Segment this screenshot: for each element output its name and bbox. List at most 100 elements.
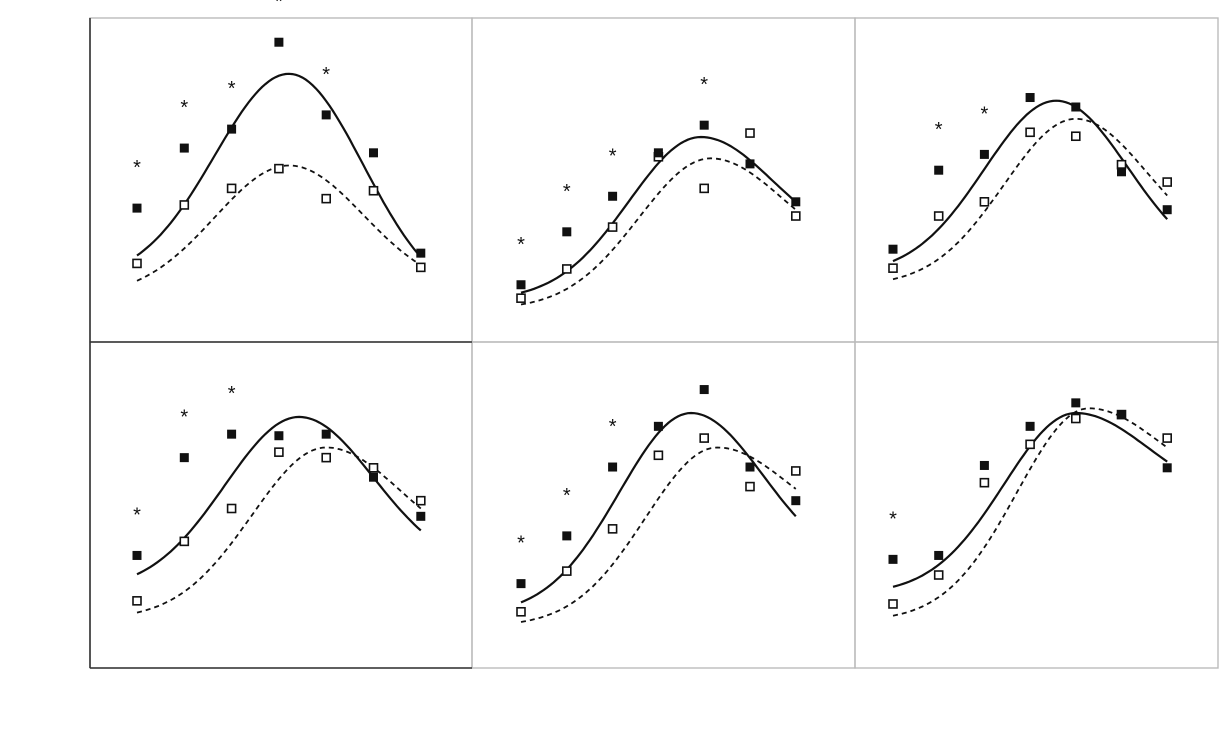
point-filled-6-33	[979, 460, 989, 470]
fit-line-filled-4	[136, 415, 422, 576]
point-open-1-33	[226, 183, 237, 194]
point-open-4-40	[274, 447, 284, 457]
point-filled-3-40	[1025, 93, 1035, 103]
point-filled-6-54	[1117, 410, 1126, 420]
significance-star-4-33: *	[228, 383, 236, 405]
point-filled-6-47	[1071, 398, 1081, 408]
point-filled-5-54	[745, 462, 755, 472]
point-filled-5-47	[699, 385, 709, 395]
point-filled-4-61	[416, 511, 426, 521]
panel-4: * * *	[132, 383, 426, 614]
significance-star-6-19: *	[889, 508, 897, 530]
significance-star-2-26: *	[563, 181, 571, 203]
point-open-5-26	[561, 566, 572, 576]
point-open-3-47	[1071, 131, 1081, 142]
point-filled-2-33	[608, 191, 618, 201]
point-filled-5-61	[791, 496, 801, 506]
point-open-4-26	[179, 536, 190, 547]
point-open-5-47	[699, 433, 710, 443]
fit-line-open-1	[136, 164, 422, 282]
point-filled-1-26	[179, 143, 189, 153]
point-filled-2-47	[699, 120, 709, 130]
point-filled-3-26	[934, 165, 944, 175]
significance-star-1-26: *	[180, 97, 188, 119]
significance-star-1-47: *	[322, 64, 330, 86]
point-open-3-40	[1025, 127, 1035, 138]
fit-line-open-3	[892, 117, 1168, 281]
significance-star-2-33: *	[609, 145, 617, 167]
point-filled-4-40	[274, 431, 284, 441]
significance-star-5-33: *	[609, 416, 617, 438]
point-open-3-61	[1162, 177, 1172, 187]
significance-star-5-26: *	[563, 485, 571, 507]
point-open-1-40	[274, 163, 284, 174]
significance-star-2-47: *	[700, 74, 708, 96]
point-filled-2-26	[562, 227, 572, 237]
point-open-6-47	[1071, 413, 1081, 424]
fit-line-filled-6	[892, 411, 1168, 588]
point-filled-5-40	[653, 421, 663, 431]
point-filled-1-33	[227, 124, 237, 134]
significance-star-3-33: *	[981, 103, 989, 125]
point-filled-4-54	[369, 472, 378, 482]
point-filled-6-40	[1025, 421, 1035, 431]
point-open-2-47	[699, 183, 710, 194]
point-filled-4-26	[179, 453, 189, 463]
significance-star-3-26: *	[935, 119, 943, 141]
point-open-4-19	[132, 596, 142, 606]
point-filled-3-47	[1071, 102, 1081, 112]
point-filled-4-47	[321, 429, 331, 439]
significance-star-2-19: *	[517, 234, 525, 256]
panel-frame-4	[89, 341, 473, 669]
point-open-2-54	[745, 128, 755, 138]
point-filled-6-26	[934, 550, 944, 560]
point-open-6-40	[1025, 439, 1035, 450]
point-open-4-47	[321, 452, 332, 463]
point-open-1-19	[132, 258, 142, 269]
point-filled-1-19	[132, 203, 142, 213]
point-open-2-19	[516, 293, 526, 303]
point-filled-1-54	[369, 148, 378, 158]
fit-line-filled-3	[892, 99, 1169, 263]
point-open-5-61	[790, 466, 801, 476]
point-filled-1-61	[416, 248, 426, 258]
significance-star-1-33: *	[228, 78, 236, 100]
panel-6: *	[888, 398, 1172, 617]
panel-5: * * *	[516, 385, 801, 623]
point-open-4-61	[415, 495, 426, 506]
point-filled-5-19	[516, 579, 526, 589]
point-open-2-26	[561, 264, 572, 274]
point-filled-3-33	[979, 149, 989, 159]
significance-star-4-19: *	[133, 504, 141, 526]
point-open-3-26	[933, 211, 944, 221]
point-filled-6-19	[888, 554, 898, 564]
point-open-6-26	[933, 570, 944, 580]
panel-3: **	[888, 93, 1172, 281]
point-open-1-54	[368, 185, 379, 196]
point-open-1-61	[415, 262, 426, 273]
point-filled-2-61	[791, 197, 801, 207]
panel-frame-6	[854, 341, 1219, 669]
point-open-6-61	[1162, 433, 1172, 443]
point-filled-4-33	[227, 429, 237, 439]
panel-frame-1	[89, 17, 473, 343]
point-open-5-54	[745, 481, 755, 492]
point-filled-5-26	[562, 531, 572, 541]
point-open-3-33	[979, 197, 990, 207]
panel-1: * * * * *	[132, 0, 426, 282]
significance-star-4-26: *	[180, 407, 188, 429]
point-filled-5-33	[608, 462, 618, 472]
panel-frame-2	[471, 17, 856, 343]
point-filled-3-61	[1162, 205, 1172, 215]
fit-line-open-2	[520, 157, 797, 306]
point-open-5-40	[653, 450, 664, 461]
point-open-1-26	[179, 200, 190, 210]
point-filled-3-19	[888, 244, 898, 254]
panel-2: * * * *	[516, 74, 801, 306]
point-filled-3-54	[1117, 167, 1126, 177]
point-open-4-54	[368, 463, 379, 473]
point-open-1-47	[321, 193, 332, 204]
point-open-5-19	[516, 606, 526, 617]
point-filled-2-54	[745, 159, 755, 169]
